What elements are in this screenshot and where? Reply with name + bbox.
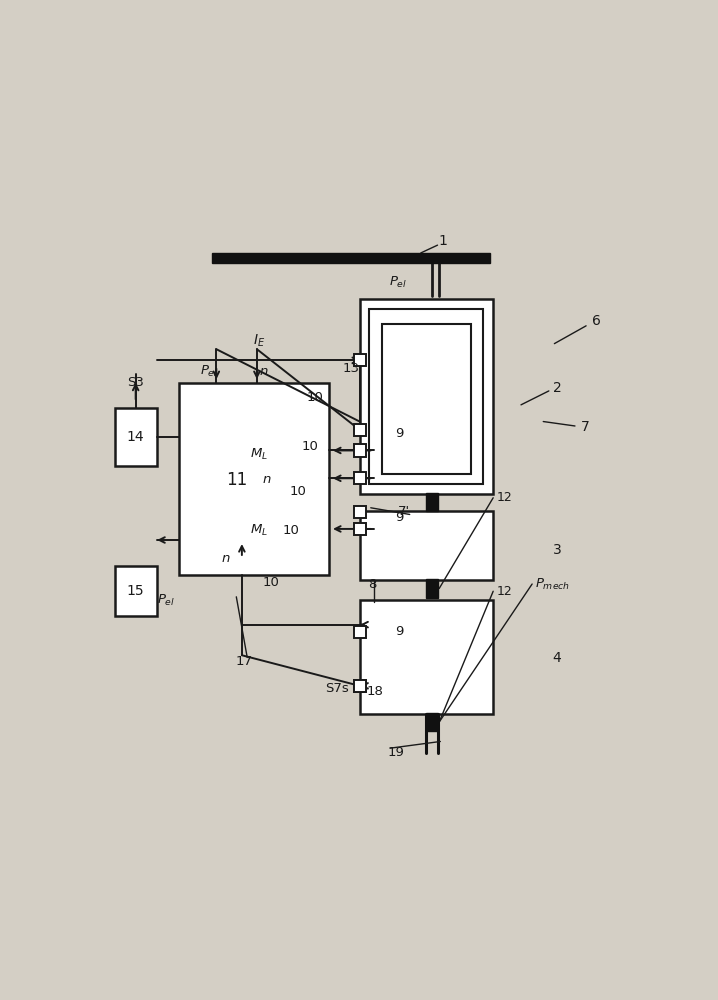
Text: S7s: S7s [325,682,349,695]
Text: $M_L$: $M_L$ [251,447,269,462]
Text: $P_{mech}$: $P_{mech}$ [535,576,570,592]
Text: n: n [263,473,271,486]
Text: n: n [222,552,230,565]
Text: 8: 8 [368,578,377,591]
Bar [353,523,365,535]
Text: 4: 4 [553,651,561,665]
Bar [353,626,365,638]
Text: $I_E$: $I_E$ [253,333,266,349]
Bar [353,444,365,457]
Bar [115,566,157,616]
Bar [115,408,157,466]
Text: 19: 19 [387,746,404,759]
Text: 14: 14 [126,430,144,444]
Text: 7': 7' [398,505,410,518]
Bar [213,253,490,263]
Bar [353,424,365,436]
Bar [353,506,365,518]
Text: $P_{el}$: $P_{el}$ [157,593,176,608]
Text: 6: 6 [592,314,600,328]
Bar [353,680,365,692]
Text: 12: 12 [496,585,512,598]
Text: $P_{el}$: $P_{el}$ [200,364,218,379]
Text: $P_{el}$: $P_{el}$ [389,275,408,290]
Text: 18: 18 [367,685,383,698]
Text: 13: 13 [342,362,360,375]
Bar [369,309,483,484]
Text: 10: 10 [290,485,307,498]
Bar [360,299,493,494]
Bar [382,324,471,474]
Text: 9: 9 [395,427,404,440]
Text: $M_L$: $M_L$ [251,522,269,538]
Text: 2: 2 [553,381,561,395]
Text: 10: 10 [262,576,279,589]
Bar [353,472,365,484]
Text: 10: 10 [301,440,318,453]
Text: 1: 1 [439,234,447,248]
Bar [360,600,493,714]
Bar [426,493,438,511]
Bar [360,511,493,580]
Text: 9: 9 [395,511,404,524]
Bar [353,354,365,366]
Bar [426,579,438,598]
Bar [353,680,365,692]
Text: 3: 3 [553,543,561,557]
Text: 10: 10 [307,391,324,404]
Text: 15: 15 [126,584,144,598]
Text: 7: 7 [581,420,589,434]
Text: 17: 17 [236,655,253,668]
Text: 10: 10 [283,524,299,537]
Text: 9: 9 [395,625,404,638]
Text: S3: S3 [127,376,144,389]
Text: 11: 11 [227,471,248,489]
Text: 12: 12 [496,491,512,504]
Text: n: n [259,365,268,378]
Bar [179,383,329,575]
Bar [426,713,438,731]
